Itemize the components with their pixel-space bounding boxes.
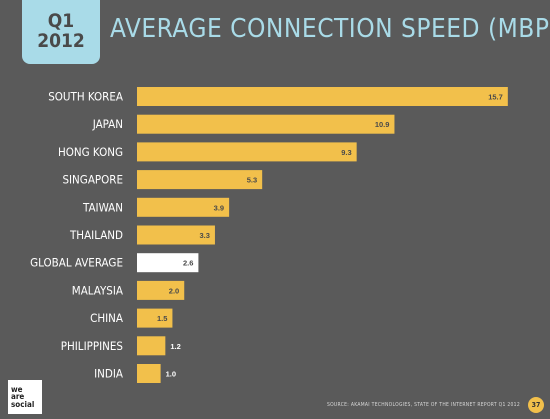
category-label-malaysia: MALAYSIA [72,283,123,297]
bar-global-average [137,253,199,273]
value-label-global-average: 2.6 [183,259,193,268]
bar-malaysia [137,280,185,300]
logo-line-we: we [11,384,23,394]
value-label-taiwan: 3.9 [214,203,224,212]
value-label-south-korea: 15.7 [488,93,503,102]
value-label-india: 1.0 [166,370,176,379]
category-label-hong-kong: HONG KONG [58,145,123,159]
category-label-china: CHINA [90,311,123,325]
bar-south-korea [137,87,508,106]
category-label-thailand: THAILAND [69,228,123,242]
bar-philippines [137,336,166,356]
value-label-thailand: 3.3 [200,231,210,240]
year-label: 2012 [37,30,85,52]
value-label-hong-kong: 9.3 [341,148,351,157]
bar-japan [137,114,395,134]
bar-taiwan [137,197,230,217]
we-are-social-logo: we are social [8,380,42,414]
category-label-philippines: PHILIPPINES [61,339,123,353]
source-note: SOURCE: AKAMAI TECHNOLOGIES, STATE OF TH… [326,402,520,408]
bar-singapore [137,170,263,190]
quarter-badge: Q1 2012 [22,0,100,64]
logo-line-social: social [11,399,35,409]
bar-hong-kong [137,142,357,162]
category-label-india: INDIA [94,367,123,381]
bar-china [137,308,173,328]
category-label-taiwan: TAIWAN [82,200,123,214]
category-label-singapore: SINGAPORE [62,173,123,187]
bar-thailand [137,225,215,245]
value-label-china: 1.5 [157,314,167,323]
value-label-malaysia: 2.0 [169,286,179,295]
category-label-global-average: GLOBAL AVERAGE [30,256,123,270]
value-label-philippines: 1.2 [170,342,180,351]
category-label-south-korea: SOUTH KOREA [48,90,123,104]
value-label-singapore: 5.3 [247,176,257,185]
page-number: 37 [528,397,544,413]
quarter-label: Q1 [47,10,75,33]
chart-title: AVERAGE CONNECTION SPEED (MBPS) [110,14,550,44]
category-label-japan: JAPAN [92,117,123,131]
logo-line-are: are [11,392,25,402]
value-label-japan: 10.9 [375,120,390,129]
bar-india [137,364,161,383]
